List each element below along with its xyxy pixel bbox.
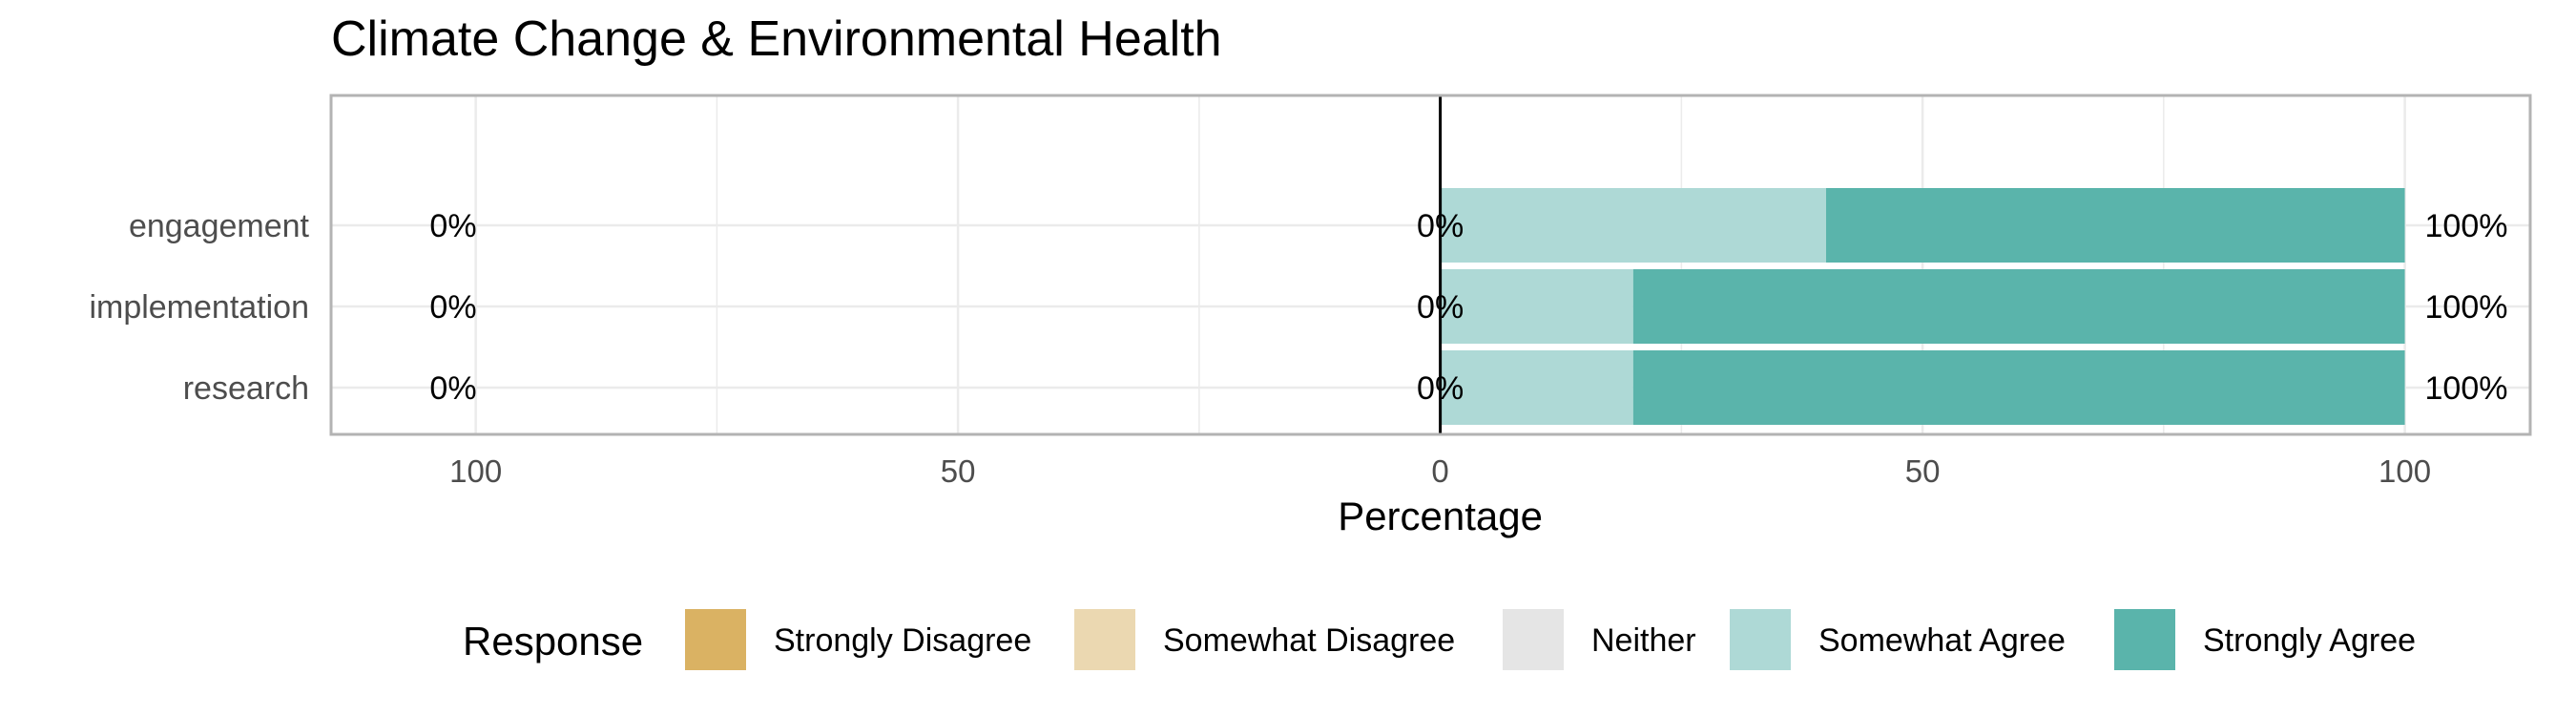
bar-implementation-somewhat-agree	[1440, 269, 1633, 344]
bar-research-somewhat-agree	[1440, 350, 1633, 425]
bar-implementation-strongly-agree	[1632, 269, 2405, 344]
data-label-center: 0%	[1417, 208, 1464, 244]
category-labels: engagement implementation research	[89, 208, 309, 407]
data-labels: 0% 0% 100% 0% 0% 100% 0% 0% 100%	[429, 208, 2507, 407]
legend-swatch-strongly-disagree	[683, 607, 748, 672]
data-label-right: 100%	[2425, 370, 2508, 407]
legend-swatch-somewhat-disagree	[1072, 607, 1137, 672]
bar-engagement-strongly-agree	[1825, 188, 2405, 263]
category-label-implementation: implementation	[89, 289, 309, 326]
legend-swatch-strongly-agree	[2112, 607, 2177, 672]
x-tick-label: 100	[2379, 453, 2431, 489]
x-tick-label: 100	[449, 453, 502, 489]
x-axis-ticks: 100 50 0 50 100	[449, 453, 2431, 489]
x-tick-label: 50	[941, 453, 976, 489]
legend-label-strongly-disagree: Strongly Disagree	[774, 622, 1031, 659]
legend-label-neither: Neither	[1591, 622, 1696, 659]
bar-research-strongly-agree	[1632, 350, 2405, 425]
data-label-center: 0%	[1417, 370, 1464, 407]
legend-swatch-neither	[1501, 607, 1566, 672]
data-label-left: 0%	[429, 370, 476, 407]
data-label-left: 0%	[429, 208, 476, 244]
bars	[1440, 188, 2405, 425]
legend-label-strongly-agree: Strongly Agree	[2203, 622, 2416, 659]
data-label-left: 0%	[429, 289, 476, 326]
category-label-research: research	[183, 370, 309, 407]
data-label-right: 100%	[2425, 289, 2508, 326]
x-tick-label: 50	[1905, 453, 1941, 489]
panel-border	[329, 94, 2532, 436]
legend: Response Strongly Disagree Somewhat Disag…	[463, 607, 2416, 672]
legend-swatch-somewhat-agree	[1728, 607, 1793, 672]
chart-title: Climate Change & Environmental Health	[331, 11, 1222, 67]
x-axis-title: Percentage	[1338, 494, 1543, 538]
x-tick-label: 0	[1431, 453, 1448, 489]
bar-engagement-somewhat-agree	[1440, 188, 1826, 263]
data-label-right: 100%	[2425, 208, 2508, 244]
legend-label-somewhat-agree: Somewhat Agree	[1818, 622, 2066, 659]
data-label-center: 0%	[1417, 289, 1464, 326]
legend-title: Response	[463, 619, 643, 663]
legend-label-somewhat-disagree: Somewhat Disagree	[1163, 622, 1455, 659]
category-label-engagement: engagement	[129, 208, 310, 244]
